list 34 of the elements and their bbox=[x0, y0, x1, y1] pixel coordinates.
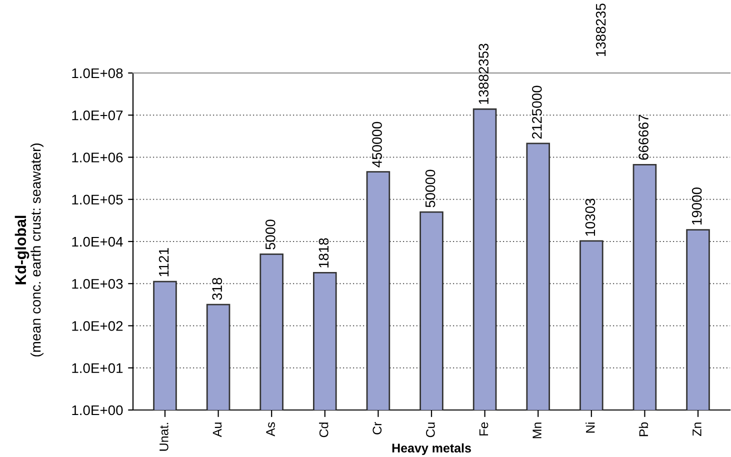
y-tick-label: 1.0E+06 bbox=[72, 152, 123, 162]
data-label: 1818 bbox=[318, 238, 329, 268]
x-tick-label: Mn bbox=[532, 422, 542, 438]
data-label: 666667 bbox=[638, 114, 648, 160]
x-tick-label: Fe bbox=[479, 422, 488, 436]
data-label: 10303 bbox=[585, 198, 596, 236]
data-label: 13882353 bbox=[478, 44, 489, 104]
x-tick-label: Ni bbox=[586, 422, 595, 433]
x-tick-label: Unat. bbox=[160, 422, 168, 451]
data-label: 2125000 bbox=[532, 86, 542, 139]
x-tick-label: Pb bbox=[638, 422, 648, 436]
y-tick-label: 1.0E+01 bbox=[72, 363, 123, 374]
x-tick-label: Cu bbox=[426, 422, 435, 438]
x-tick-label: As bbox=[266, 422, 275, 436]
data-label: 450000 bbox=[372, 122, 382, 168]
x-tick-label: Cr bbox=[372, 422, 382, 434]
data-label: 50000 bbox=[425, 170, 436, 208]
data-label: 19000 bbox=[692, 188, 702, 225]
text: 1388235 bbox=[596, 4, 606, 56]
x-tick-label: Cd bbox=[319, 422, 328, 438]
y-tick-label: 1.0E+04 bbox=[72, 236, 123, 247]
y-axis-title: Kd-global (mean conc. earth crust: seawater) bbox=[14, 144, 44, 356]
y-tick-label: 1.0E+07 bbox=[72, 110, 123, 120]
y-tick-label: 1.0E+03 bbox=[72, 278, 123, 289]
data-label: 1121 bbox=[158, 248, 169, 276]
y-tick-label: 1.0E+02 bbox=[72, 321, 123, 331]
y-tick-label: 1.0E+05 bbox=[72, 194, 123, 205]
x-tick-label: Au bbox=[212, 422, 222, 438]
data-label: 318 bbox=[212, 278, 222, 300]
y-tick-label: 1.0E+08 bbox=[72, 68, 123, 78]
x-tick-label: Zn bbox=[692, 422, 702, 436]
y-tick-label: 1.0E+00 bbox=[72, 405, 123, 416]
data-label: 5000 bbox=[265, 220, 276, 250]
x-axis-title: Heavy metals bbox=[392, 443, 471, 455]
